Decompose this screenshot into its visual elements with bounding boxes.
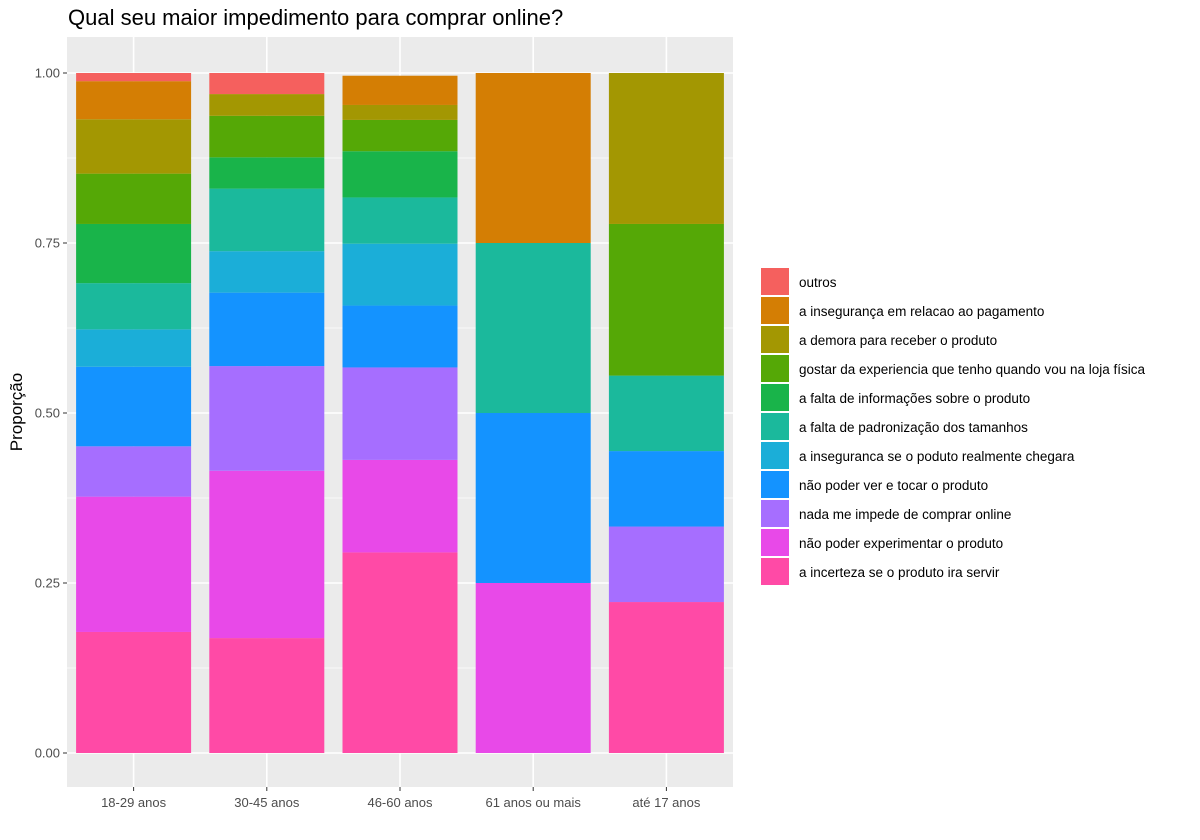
x-tick-label: 30-45 anos bbox=[234, 795, 300, 810]
bar-segment bbox=[608, 526, 724, 603]
legend-label: a insegurança em relacao ao pagamento bbox=[799, 304, 1044, 319]
y-tick-label: 0.00 bbox=[35, 746, 60, 761]
bar-segment bbox=[342, 459, 458, 553]
legend-key bbox=[761, 268, 789, 295]
bar-segment bbox=[475, 243, 591, 413]
bar-segment bbox=[209, 157, 325, 189]
bar-segment bbox=[608, 73, 724, 224]
bar-segment bbox=[342, 151, 458, 198]
bar-segment bbox=[475, 413, 591, 583]
bar-segment bbox=[76, 283, 192, 330]
chart-title: Qual seu maior impedimento para comprar … bbox=[68, 5, 564, 30]
bar-segment bbox=[342, 243, 458, 306]
bar-segment bbox=[209, 638, 325, 753]
bar-segment bbox=[342, 552, 458, 753]
legend-label: a demora para receber o produto bbox=[799, 333, 997, 348]
legend-key bbox=[761, 297, 789, 324]
bar-segment bbox=[209, 73, 325, 95]
x-tick-label: 46-60 anos bbox=[367, 795, 433, 810]
legend-key bbox=[761, 558, 789, 585]
legend-key bbox=[761, 500, 789, 527]
y-axis-title: Proporção bbox=[7, 373, 26, 451]
bar-segment bbox=[608, 451, 724, 527]
bar-segment bbox=[76, 81, 192, 120]
legend-label: gostar da experiencia que tenho quando v… bbox=[799, 362, 1145, 377]
bar-segment bbox=[76, 446, 192, 497]
legend-label: a incerteza se o produto ira servir bbox=[799, 565, 1000, 580]
y-tick-label: 1.00 bbox=[35, 66, 60, 81]
bar-segment bbox=[76, 119, 192, 174]
bar-segment bbox=[342, 197, 458, 244]
bar-segment bbox=[209, 188, 325, 252]
x-tick-label: 61 anos ou mais bbox=[485, 795, 581, 810]
bar-segment bbox=[608, 602, 724, 753]
y-tick-label: 0.25 bbox=[35, 576, 60, 591]
bar-segment bbox=[608, 375, 724, 452]
bar-segment bbox=[475, 583, 591, 753]
bar-segment bbox=[76, 366, 192, 447]
bar-segment bbox=[209, 115, 325, 158]
bar-segment bbox=[209, 470, 325, 639]
bar-segment bbox=[608, 223, 724, 376]
legend-label: nada me impede de comprar online bbox=[799, 507, 1011, 522]
y-tick-label: 0.50 bbox=[35, 406, 60, 421]
bar-segment bbox=[209, 251, 325, 293]
bar-segment bbox=[76, 223, 192, 284]
bar-segment bbox=[342, 119, 458, 152]
legend-label: a falta de informações sobre o produto bbox=[799, 391, 1030, 406]
legend-label: não poder ver e tocar o produto bbox=[799, 478, 988, 493]
legend-key bbox=[761, 442, 789, 469]
bar-segment bbox=[76, 73, 192, 82]
bar-segment bbox=[342, 367, 458, 460]
legend-key bbox=[761, 471, 789, 498]
bar-segment bbox=[209, 292, 325, 367]
x-tick-label: até 17 anos bbox=[632, 795, 700, 810]
legend-key bbox=[761, 326, 789, 353]
legend-key bbox=[761, 529, 789, 556]
legend-label: outros bbox=[799, 275, 837, 290]
bar-segment bbox=[342, 75, 458, 105]
bar-segment bbox=[209, 94, 325, 116]
bar-segment bbox=[76, 631, 192, 753]
bar-segment bbox=[76, 496, 192, 632]
legend-label: a inseguranca se o poduto realmente cheg… bbox=[799, 449, 1075, 464]
bar-segment bbox=[342, 104, 458, 120]
bar-segment bbox=[76, 173, 192, 224]
bar-segment bbox=[209, 366, 325, 471]
bar-segment bbox=[342, 305, 458, 368]
x-tick-label: 18-29 anos bbox=[101, 795, 167, 810]
legend-key bbox=[761, 413, 789, 440]
legend-label: não poder experimentar o produto bbox=[799, 536, 1003, 551]
y-tick-label: 0.75 bbox=[35, 236, 60, 251]
legend-key bbox=[761, 384, 789, 411]
bar-segment bbox=[475, 73, 591, 243]
legend-label: a falta de padronização dos tamanhos bbox=[799, 420, 1028, 435]
legend-key bbox=[761, 355, 789, 382]
bar-segment bbox=[76, 329, 192, 367]
